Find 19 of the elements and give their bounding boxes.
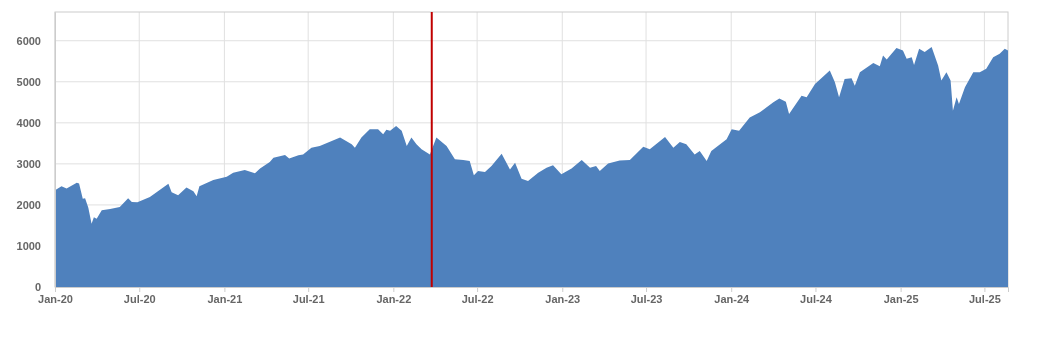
x-tick-label: Jan-25 (883, 292, 919, 305)
x-tick-label: Jul-20 (123, 292, 156, 305)
y-tick-label: 1000 (16, 239, 41, 252)
y-tick-label: 0 (34, 281, 41, 294)
x-tick-label: Jan-24 (714, 292, 751, 305)
x-tick-label: Jan-23 (545, 292, 581, 305)
x-tick-label: Jul-25 (969, 292, 1001, 305)
y-tick-label: 5000 (16, 75, 41, 88)
x-tick-label: Jul-22 (461, 292, 494, 305)
x-tick-label: Jan-21 (207, 292, 243, 305)
y-tick-label: 4000 (16, 116, 41, 129)
x-tick-label: Jul-24 (800, 292, 833, 305)
y-tick-label: 3000 (16, 157, 41, 170)
y-tick-label: 2000 (16, 198, 41, 211)
x-tick-label: Jul-23 (630, 292, 663, 305)
x-tick-label: Jul-21 (292, 292, 325, 305)
x-tick-label: Jan-20 (38, 292, 73, 305)
y-tick-label: 6000 (16, 34, 41, 47)
x-tick-label: Jan-22 (376, 292, 412, 305)
